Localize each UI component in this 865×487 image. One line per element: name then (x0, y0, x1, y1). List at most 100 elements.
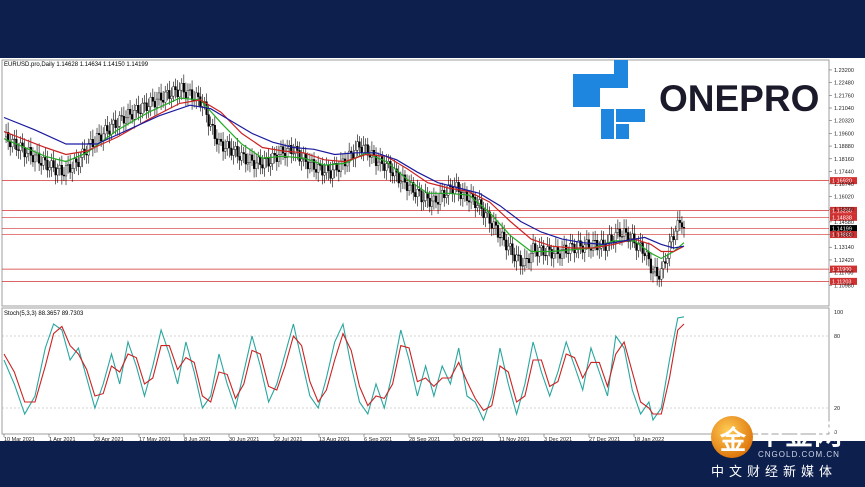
candle-body (385, 163, 388, 171)
candle-body (300, 158, 303, 162)
candle-body (159, 92, 163, 101)
candle-body (50, 160, 53, 168)
date-tick-label: 30 Jun 2021 (229, 437, 259, 441)
candle-body (91, 139, 94, 148)
candle-body (44, 157, 47, 161)
onepro-wordmark: ONEPRO (659, 78, 819, 119)
stoch-panel-border (1, 307, 830, 435)
candle-body (118, 115, 121, 127)
candle-body (517, 254, 520, 256)
candle-body (616, 228, 619, 233)
candle-body (155, 98, 159, 108)
candle-body (110, 123, 113, 135)
stoch-level-label: 80 (834, 334, 840, 340)
candle-body (443, 190, 446, 199)
price-tick-label: 1.20320 (834, 119, 854, 125)
candle-body (676, 219, 679, 232)
stoch-level-label: 0 (834, 430, 837, 436)
stoch-level-label: 100 (834, 310, 843, 316)
candle-body (157, 92, 161, 100)
candle-body (647, 251, 650, 260)
candle-body (529, 253, 533, 264)
candle-body (226, 141, 229, 149)
candle-body (252, 160, 256, 169)
candle-body (662, 261, 665, 269)
price-level-tag (830, 265, 857, 273)
candle-body (81, 148, 84, 158)
candle-body (244, 153, 247, 165)
candle-body (232, 149, 235, 156)
onepro-logo-mark-top (573, 60, 628, 107)
candle-body (631, 233, 634, 239)
candle-body (73, 158, 76, 169)
candle-body (153, 101, 156, 108)
candle-body (416, 189, 419, 197)
candle-body (337, 169, 340, 172)
candle-body (457, 182, 460, 192)
axis-layer: 1.23200 1.22480 1.21760 1.21040 1.20320 1.196… (3, 68, 854, 443)
candle-body (397, 172, 400, 184)
candle-body (519, 255, 522, 267)
candle-body (682, 227, 686, 229)
candle-body (166, 90, 169, 93)
candle-body (540, 245, 543, 248)
onepro-logo-mark-s (616, 124, 629, 139)
date-tick-label: 18 Jan 2022 (634, 437, 664, 441)
date-tick-label: 28 Sep 2021 (409, 437, 440, 441)
candle-body (484, 212, 487, 218)
cngold-subtitle: 中文财经新媒体 (711, 465, 838, 480)
candle-body (257, 156, 260, 164)
candle-body (314, 169, 318, 173)
candle-body (585, 239, 588, 246)
candle-body (348, 150, 351, 163)
candle-body (321, 165, 324, 176)
candle-body (461, 192, 464, 200)
candle-body (639, 242, 642, 245)
candle-body (259, 156, 262, 165)
candle-body (377, 161, 380, 166)
candle-body (571, 243, 574, 245)
chart-frame: 1.16920 1.15230 1.14838 1.14199 1.13860 1.119… (0, 58, 865, 443)
date-tick-label: 6 Sep 2021 (364, 437, 392, 441)
stoch-level-label: 20 (834, 406, 840, 412)
candle-body (651, 271, 655, 274)
price-level-label: 1.11900 (832, 267, 851, 273)
candle-body (42, 157, 45, 166)
candle-body (534, 243, 537, 252)
candle-body (399, 180, 402, 184)
date-tick-label: 11 Nov 2021 (499, 437, 530, 441)
candle-body (217, 139, 221, 145)
price-level-label: 1.16920 (832, 179, 852, 185)
candle-body (509, 243, 512, 247)
candle-body (263, 158, 266, 169)
candle-body (370, 150, 374, 158)
candle-body (71, 168, 74, 173)
cngold-title: 中金网 (756, 418, 844, 451)
candle-body (480, 199, 483, 209)
candle-body (521, 265, 524, 267)
candle-body (608, 234, 611, 243)
stoch-series-line (3, 323, 685, 415)
candle-body (162, 100, 165, 103)
candle-body (492, 221, 495, 229)
candle-body (352, 152, 355, 159)
candle-body (418, 189, 421, 192)
price-tick-label: 1.13860 (834, 233, 854, 239)
candle-body (60, 165, 63, 176)
candle-body (552, 253, 555, 259)
candle-body (525, 258, 529, 260)
candle-body (69, 164, 72, 173)
candle-body (277, 154, 280, 162)
candle-body (211, 124, 214, 126)
candle-body (97, 132, 101, 136)
candle-body (339, 160, 342, 172)
candle-body (614, 232, 617, 244)
price-tick-label: 1.14580 (834, 220, 854, 226)
candle-body (627, 232, 630, 242)
candle-body (33, 154, 37, 163)
candle-body (389, 161, 392, 173)
candle-body (333, 163, 336, 171)
price-level-tag (830, 277, 857, 285)
